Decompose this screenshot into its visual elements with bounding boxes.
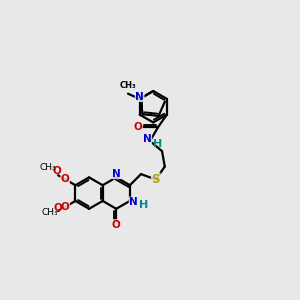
Text: O: O [61,202,69,212]
Text: O: O [112,220,121,230]
Text: O: O [134,122,142,133]
Text: CH₃: CH₃ [120,81,136,90]
Text: CH₃: CH₃ [40,164,56,172]
Text: S: S [152,173,160,186]
Text: N: N [112,169,121,179]
Text: O: O [61,174,69,184]
Text: N: N [129,197,138,207]
Text: CH₃: CH₃ [41,208,58,217]
Text: H: H [139,200,148,210]
Text: H: H [153,139,163,149]
Text: N: N [143,134,152,144]
Text: O: O [52,166,61,176]
Text: N: N [135,92,144,102]
Text: O: O [53,203,62,213]
